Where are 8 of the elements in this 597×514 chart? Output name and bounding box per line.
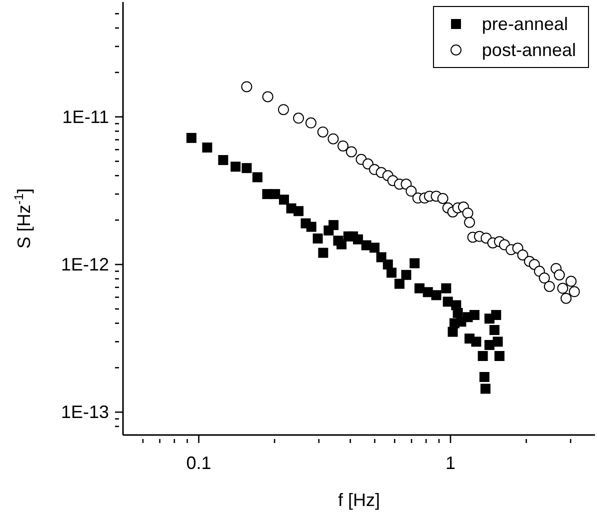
x-tick-label: 0.1 [186, 453, 212, 473]
y-tick-label: 1E-13 [60, 402, 109, 422]
x-axis-title: f [Hz] [338, 490, 380, 510]
x-tick-label: 1 [445, 453, 456, 473]
y-tick-label: 1E-12 [60, 254, 109, 275]
legend-label: post-anneal [482, 40, 576, 60]
y-tick-label: 1E-11 [62, 106, 109, 127]
legend-label: pre-anneal [482, 14, 568, 34]
